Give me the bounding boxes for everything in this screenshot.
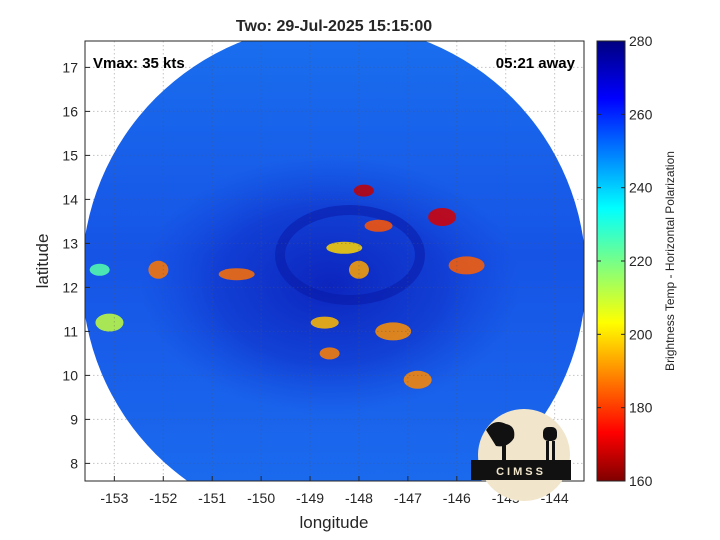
bt-feature — [353, 184, 374, 197]
colorbar — [596, 40, 626, 482]
bt-feature — [375, 322, 412, 341]
bt-feature — [89, 263, 110, 276]
colorbar-ticks: 160 180 200 220 240 260 280 — [597, 33, 653, 489]
bt-feature — [403, 370, 432, 389]
bt-feature — [364, 219, 393, 232]
swath-eye-ring — [275, 205, 425, 305]
x-axis-label: longitude — [299, 513, 368, 532]
cimss-logo-text: CIMSS — [496, 466, 546, 478]
colorbar-tick-label: 200 — [629, 326, 653, 342]
bt-feature — [326, 241, 363, 254]
chart-title: Two: 29-Jul-2025 15:15:00 — [236, 18, 432, 35]
bt-feature — [148, 260, 169, 279]
x-tick-label: -150 — [247, 490, 275, 506]
x-tick-label: -148 — [345, 490, 373, 506]
x-tick-label: -146 — [443, 490, 471, 506]
plot-area — [85, 41, 584, 481]
x-tick-label: -153 — [100, 490, 128, 506]
colorbar-tick-label: 180 — [629, 400, 653, 416]
bt-feature — [428, 208, 457, 226]
y-tick-label: 16 — [62, 103, 78, 119]
time-offset-annotation: 05:21 away — [496, 55, 576, 72]
y-tick-label: 13 — [62, 235, 78, 251]
bt-feature — [310, 316, 339, 329]
vmax-annotation: Vmax: 35 kts — [93, 55, 185, 72]
x-tick-label: -152 — [149, 490, 177, 506]
y-tick-label: 10 — [62, 367, 78, 383]
swath-core — [140, 155, 520, 415]
y-tick-label: 15 — [62, 147, 78, 163]
bt-feature — [95, 313, 124, 332]
x-tick-label: -147 — [394, 490, 422, 506]
swath — [85, 41, 584, 481]
y-tick-label: 11 — [63, 323, 78, 339]
colorbar-tick-label: 240 — [629, 180, 653, 196]
x-tick-label: -149 — [296, 490, 324, 506]
colorbar-tick-label: 160 — [629, 473, 653, 489]
y-tick-label: 17 — [62, 59, 78, 75]
y-ticks: 8 9 10 11 12 13 14 15 16 17 — [62, 59, 90, 471]
y-tick-label: 14 — [62, 191, 78, 207]
y-tick-label: 9 — [70, 411, 78, 427]
y-tick-label: 8 — [70, 455, 78, 471]
x-tick-label: -151 — [198, 490, 226, 506]
colorbar-tick-label: 260 — [629, 106, 653, 122]
bt-feature — [319, 347, 340, 360]
bt-feature — [348, 260, 369, 279]
colorbar-label: Brightness Temp - Horizontal Polarizatio… — [663, 151, 677, 371]
y-axis-label: latitude — [33, 234, 52, 289]
plot-frame — [84, 40, 585, 482]
grid-layer — [85, 41, 584, 481]
colorbar-tick-label: 220 — [629, 253, 653, 269]
cimss-logo: CIMSS — [471, 409, 571, 501]
y-tick-label: 12 — [62, 279, 78, 295]
bt-feature — [218, 268, 255, 281]
feature-layer — [89, 184, 485, 389]
x-ticks: -153 -152 -151 -150 -149 -148 -147 -146 -145 -144 — [100, 476, 569, 506]
colorbar-tick-label: 280 — [629, 33, 653, 49]
bt-feature — [448, 256, 485, 275]
